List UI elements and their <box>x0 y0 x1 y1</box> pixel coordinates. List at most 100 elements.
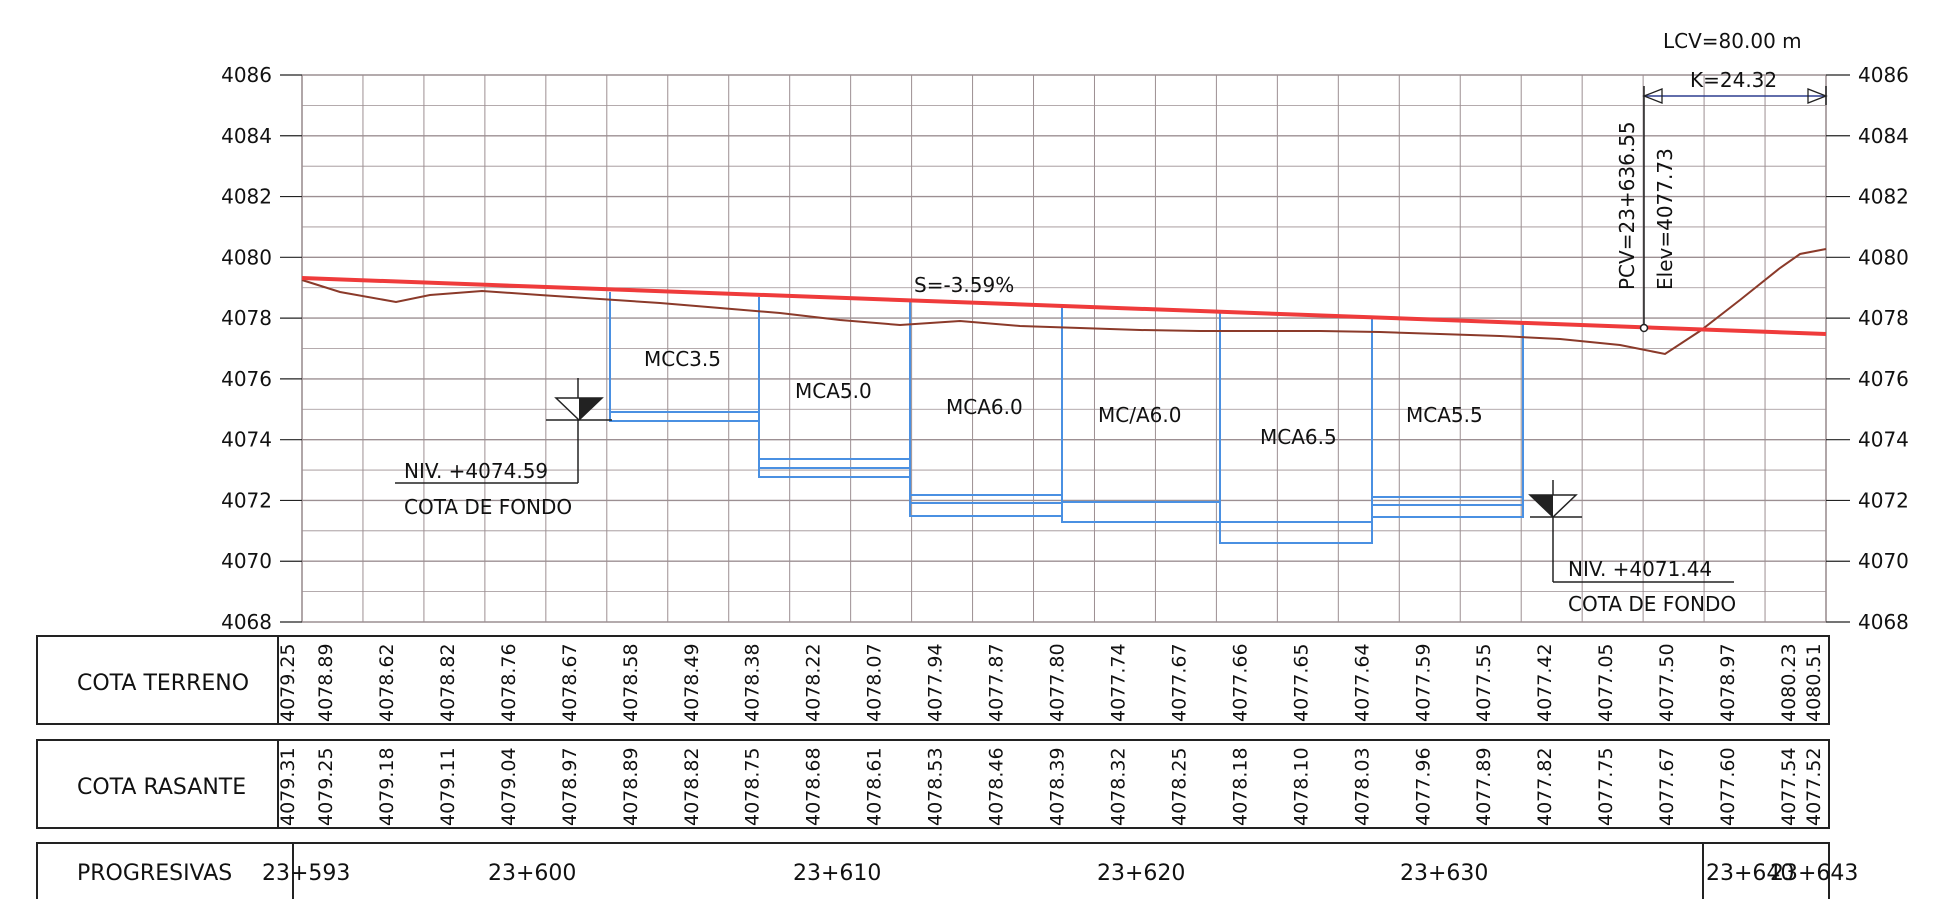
terrain-value: 4080.23 <box>1778 643 1800 722</box>
structure-label: MC/A6.0 <box>1098 403 1181 427</box>
right-level-value: NIV. +4071.44 <box>1568 557 1712 581</box>
y-tick-label: 4086 <box>221 63 272 87</box>
grade-row-title: COTA RASANTE <box>77 775 246 800</box>
station-labels: 23+593 23+600 23+610 23+620 23+630 23+64023+6… <box>262 861 1858 886</box>
y-tick-label: 4068 <box>1858 610 1909 634</box>
right-level-caption: COTA DE FONDO <box>1568 592 1736 616</box>
y-tick-label: 4070 <box>1858 549 1909 573</box>
terrain-value: 4078.76 <box>498 643 520 722</box>
y-tick-label: 4082 <box>221 185 272 209</box>
grade-value: 4078.39 <box>1047 747 1069 826</box>
grade-value: 4078.82 <box>681 747 703 826</box>
terrain-value: 4077.50 <box>1656 643 1678 722</box>
structure-label: MCA6.5 <box>1260 425 1337 449</box>
station-label: 23+643 <box>1770 861 1858 886</box>
y-tick-label: 4068 <box>221 610 272 634</box>
terrain-row-title: COTA TERRENO <box>77 671 249 696</box>
terrain-value: 4078.89 <box>315 643 337 722</box>
y-tick-label: 4084 <box>221 124 272 148</box>
structure-mca55-outline <box>1371 316 1524 518</box>
station-label: 23+610 <box>793 861 881 886</box>
terrain-value: 4078.97 <box>1717 643 1739 722</box>
station-label: 23+600 <box>488 861 576 886</box>
y-tick-label: 4074 <box>221 428 272 452</box>
right-elevation-axis: 4086 4084 4082 4080 4078 4076 4074 4072 4070 4068 <box>1826 63 1909 634</box>
terrain-value: 4077.59 <box>1412 643 1434 722</box>
terrain-value: 4078.58 <box>620 643 642 722</box>
grade-value: 4077.54 <box>1778 747 1800 826</box>
stations-row-frame <box>36 842 1830 899</box>
grade-line <box>301 276 1827 336</box>
grade-value: 4077.52 <box>1803 747 1825 826</box>
terrain-value: 4077.66 <box>1229 643 1251 722</box>
grade-value: 4078.18 <box>1229 747 1251 826</box>
y-tick-label: 4076 <box>1858 367 1909 391</box>
grade-value: 4079.04 <box>498 747 520 826</box>
terrain-value: 4077.74 <box>1107 643 1129 722</box>
grade-value: 4078.03 <box>1351 747 1373 826</box>
curve-length-label: LCV=80.00 m <box>1663 29 1802 53</box>
terrain-value: 4077.87 <box>986 643 1008 722</box>
grade-value: 4077.82 <box>1534 747 1556 826</box>
terrain-value: 4077.64 <box>1351 643 1373 722</box>
grade-value: 4077.60 <box>1717 747 1739 826</box>
grade-value: 4078.89 <box>620 747 642 826</box>
grade-value: 4078.32 <box>1107 747 1129 826</box>
station-label: 23+640 <box>1706 861 1794 886</box>
pcv-station-label: PCV=23+636.55 <box>1615 121 1639 290</box>
slope-label: S=-3.59% <box>914 273 1014 297</box>
grade-value: 4077.96 <box>1412 747 1434 826</box>
left-water-level-marker <box>395 378 612 484</box>
left-level-caption: COTA DE FONDO <box>404 495 572 519</box>
y-tick-label: 4082 <box>1858 185 1909 209</box>
grade-values: 4079.31 4079.25 4079.18 4079.11 4079.04 4078.… <box>277 747 1825 826</box>
y-tick-label: 4080 <box>1858 245 1909 269</box>
grade-value: 4078.97 <box>559 747 581 826</box>
structure-label: MCA6.0 <box>946 395 1023 419</box>
terrain-value: 4077.94 <box>925 643 947 722</box>
y-tick-label: 4086 <box>1858 63 1909 87</box>
terrain-value: 4077.80 <box>1047 643 1069 722</box>
structure-label: MCA5.0 <box>795 379 872 403</box>
left-level-value: NIV. +4074.59 <box>404 459 548 483</box>
structure-label: MCC3.5 <box>644 347 721 371</box>
terrain-value: 4077.65 <box>1290 643 1312 722</box>
grade-row-frame <box>36 739 1830 829</box>
y-tick-label: 4072 <box>221 488 272 512</box>
terrain-value: 4077.55 <box>1473 643 1495 722</box>
grade-value: 4078.68 <box>803 747 825 826</box>
terrain-profile-line <box>301 248 1827 356</box>
y-tick-label: 4072 <box>1858 488 1909 512</box>
terrain-value: 4078.38 <box>742 643 764 722</box>
y-tick-label: 4076 <box>221 367 272 391</box>
terrain-value: 4078.67 <box>559 643 581 722</box>
grade-value: 4077.67 <box>1656 747 1678 826</box>
terrain-value: 4079.25 <box>277 643 299 722</box>
k-value-label: K=24.32 <box>1690 68 1777 92</box>
grade-value: 4079.25 <box>315 747 337 826</box>
grade-value: 4077.75 <box>1595 747 1617 826</box>
structures-layer <box>609 292 1524 544</box>
y-tick-label: 4080 <box>221 245 272 269</box>
grade-value: 4078.61 <box>864 747 886 826</box>
data-table-frames <box>36 635 1830 899</box>
left-elevation-axis: 4086 4084 4082 4080 4078 4076 4074 4072 4070 4068 <box>221 63 302 634</box>
grade-value: 4079.18 <box>376 747 398 826</box>
terrain-value: 4078.22 <box>803 643 825 722</box>
structure-label: MCA5.5 <box>1406 403 1483 427</box>
station-label: 23+593 <box>262 861 350 886</box>
right-water-level-marker <box>1528 480 1734 583</box>
y-tick-label: 4074 <box>1858 428 1909 452</box>
y-tick-label: 4070 <box>221 549 272 573</box>
grade-value: 4079.31 <box>277 747 299 826</box>
grade-value: 4078.10 <box>1290 747 1312 826</box>
grade-value: 4078.75 <box>742 747 764 826</box>
station-label: 23+620 <box>1097 861 1185 886</box>
terrain-value: 4077.42 <box>1534 643 1556 722</box>
terrain-values: 4079.25 4078.89 4078.62 4078.82 4078.76 4078.… <box>277 643 1825 722</box>
grade-value: 4078.25 <box>1168 747 1190 826</box>
terrain-value: 4080.51 <box>1803 643 1825 722</box>
station-label: 23+630 <box>1400 861 1488 886</box>
grade-value: 4079.11 <box>437 747 459 826</box>
